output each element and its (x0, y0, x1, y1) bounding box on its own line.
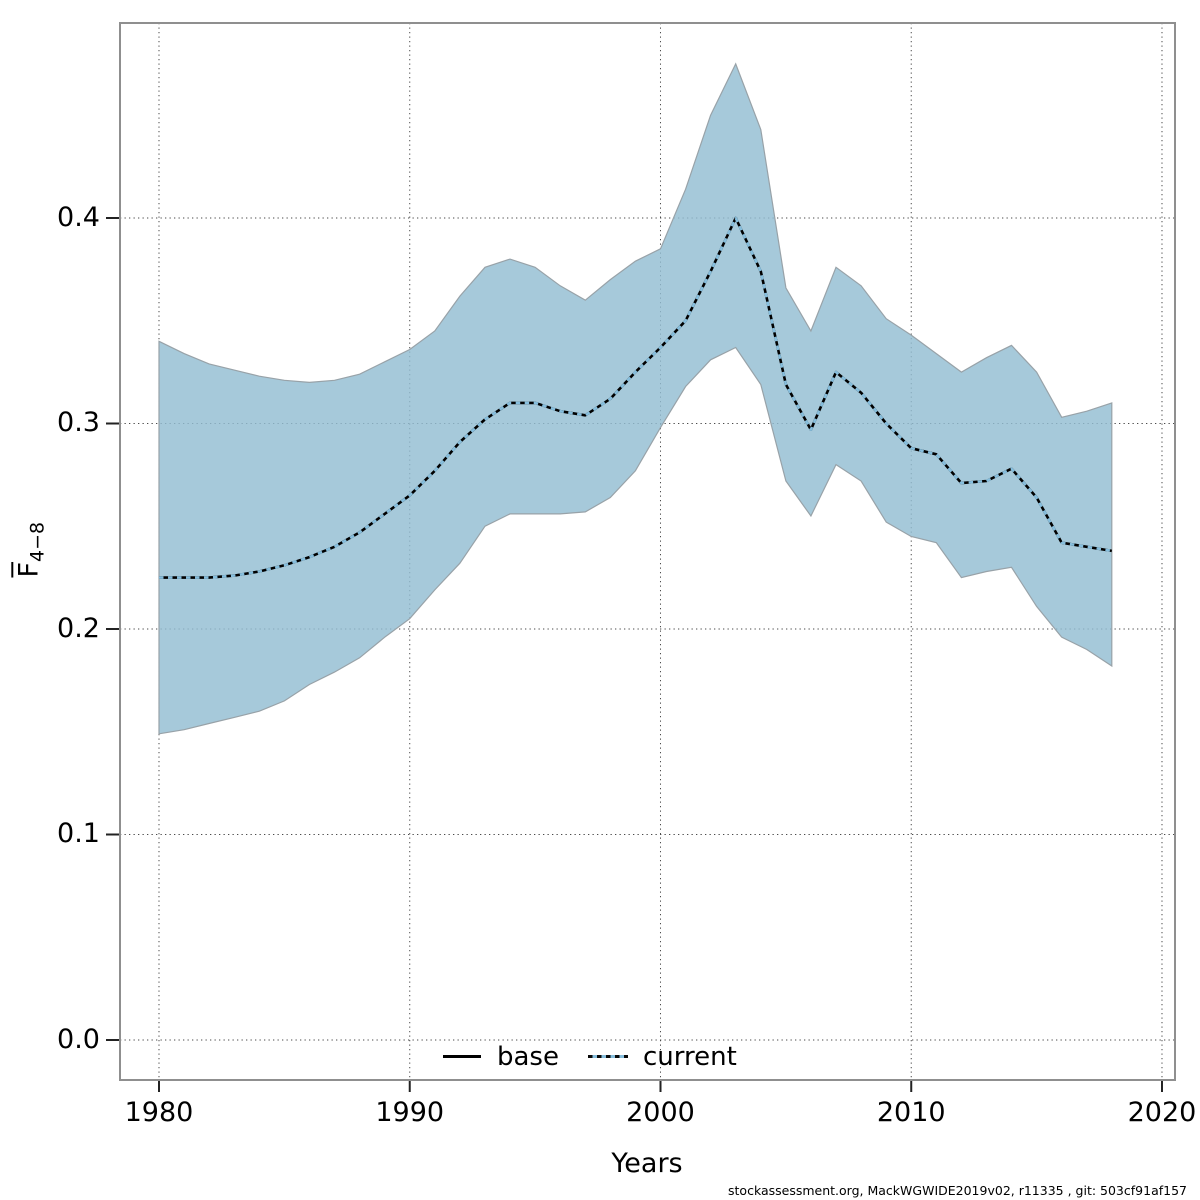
x-tick-label: 1980 (124, 1097, 194, 1128)
y-axis-title-letter: F (13, 561, 45, 578)
x-tick-label: 1990 (375, 1097, 445, 1128)
legend-label-current: current (643, 1042, 737, 1072)
x-axis-title: Years (611, 1148, 683, 1179)
legend-label-base: base (497, 1042, 559, 1072)
x-tick-label: 2000 (626, 1097, 695, 1128)
y-tick-label: 0.0 (57, 1023, 100, 1055)
plot-border (119, 22, 1176, 1081)
y-tick-label: 0.3 (57, 407, 100, 439)
x-tick-label: 2010 (876, 1097, 946, 1128)
y-tick-label: 0.2 (57, 612, 100, 644)
y-axis-title-subscript: 4−8 (26, 521, 49, 562)
legend-line-current-swatch (588, 1055, 628, 1058)
current-line (159, 216, 1113, 579)
footer-credit: stockassessment.org, MackWGWIDE2019v02, … (728, 1183, 1187, 1198)
y-tick-label: 0.4 (57, 201, 100, 233)
y-tick-label: 0.1 (57, 818, 100, 850)
legend-line-base-swatch (443, 1055, 481, 1058)
ci-ribbon (158, 62, 1113, 735)
x-tick-label: 2020 (1127, 1097, 1197, 1128)
